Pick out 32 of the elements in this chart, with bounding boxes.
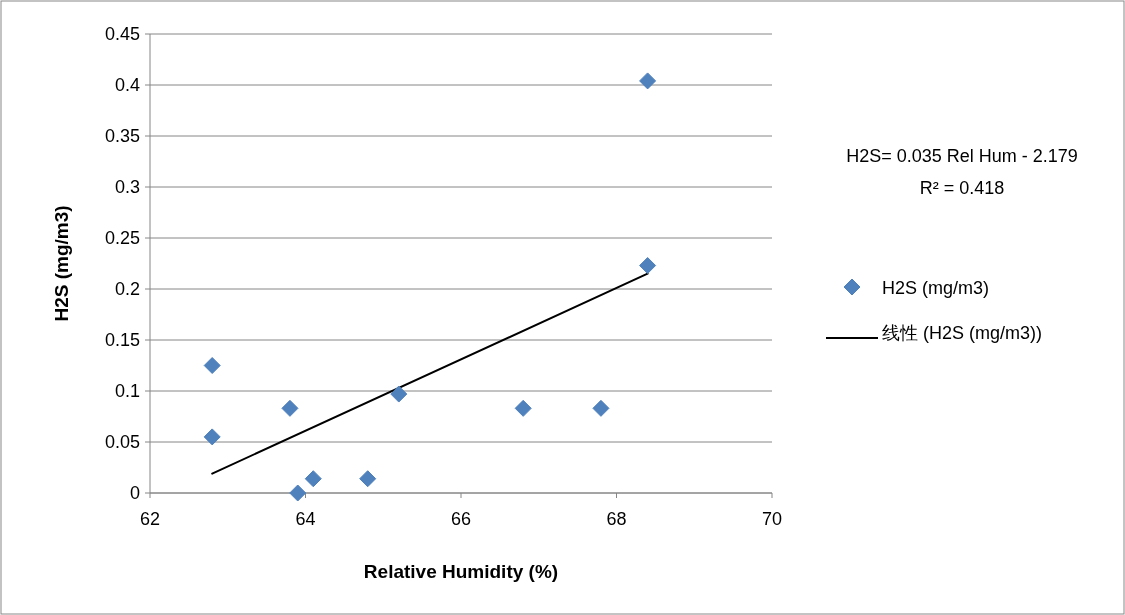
legend-label: H2S (mg/m3) — [882, 278, 990, 298]
x-tick-label: 66 — [450, 509, 472, 529]
point — [390, 385, 408, 403]
y-tick-label: 0.15 — [104, 330, 140, 350]
y-tick-label: 0.45 — [104, 24, 140, 44]
y-tick-label: 0.1 — [114, 381, 140, 401]
y-tick-label: 0.05 — [104, 432, 140, 452]
point — [203, 428, 221, 446]
y-axis-title: H2S (mg/m3) — [51, 205, 72, 322]
x-tick-label: 62 — [139, 509, 161, 529]
point — [359, 470, 377, 488]
x-tick-label: 70 — [761, 509, 783, 529]
x-tick-label: 68 — [606, 509, 627, 529]
point — [203, 357, 221, 374]
point — [281, 399, 299, 417]
y-tick-label: 0.35 — [104, 126, 140, 146]
y-tick-label: 0.3 — [114, 177, 140, 197]
point — [289, 484, 307, 502]
text: H2S= 0.035 Rel Hum - 2.179 — [846, 146, 1078, 166]
legend-label: 线性 (H2S (mg/m3)) — [882, 323, 1043, 343]
point — [639, 257, 657, 275]
y-tick-label: 0.4 — [114, 75, 140, 95]
text: R² = 0.418 — [919, 178, 1005, 198]
point — [304, 470, 322, 488]
point — [592, 399, 610, 417]
y-tick-label: 0 — [129, 483, 140, 503]
point — [639, 72, 657, 90]
x-tick-label: 64 — [295, 509, 316, 529]
point — [514, 399, 532, 417]
y-tick-label: 0.2 — [114, 279, 140, 299]
y-tick-label: 0.25 — [104, 228, 140, 248]
x-axis-title: Relative Humidity (%) — [363, 561, 559, 582]
